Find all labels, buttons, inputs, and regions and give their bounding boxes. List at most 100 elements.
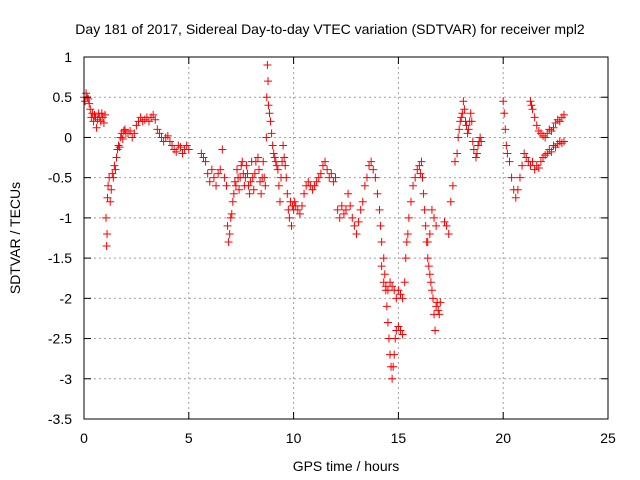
data-point: [104, 181, 113, 190]
data-point: [267, 129, 276, 138]
data-point: [547, 147, 556, 156]
x-tick-label: 5: [185, 430, 193, 446]
data-point: [230, 177, 239, 186]
data-point: [511, 193, 520, 202]
data-point: [404, 213, 413, 222]
data-point: [184, 145, 193, 154]
data-point: [114, 141, 123, 150]
data-point: [310, 181, 319, 190]
data-point: [272, 161, 281, 170]
data-point: [278, 157, 287, 166]
data-point: [323, 165, 332, 174]
data-point: [249, 185, 258, 194]
data-point: [248, 173, 257, 182]
data-point: [358, 197, 367, 206]
data-point: [335, 213, 344, 222]
data-point: [116, 133, 125, 142]
data-point: [350, 221, 359, 230]
data-point: [112, 153, 121, 162]
data-point: [227, 209, 236, 218]
data-point: [266, 117, 275, 126]
data-point: [434, 306, 443, 315]
data-point: [256, 177, 265, 186]
data-point: [409, 181, 418, 190]
data-point: [352, 229, 361, 238]
data-point: [543, 149, 552, 158]
data-point: [356, 205, 365, 214]
data-point: [464, 125, 473, 134]
data-point: [263, 61, 272, 70]
data-point: [268, 141, 277, 150]
x-tick-label: 20: [495, 430, 511, 446]
data-point: [501, 125, 510, 134]
data-point: [396, 290, 405, 299]
data-point: [111, 165, 120, 174]
data-point: [226, 213, 235, 222]
data-point: [128, 133, 137, 142]
data-point: [222, 181, 231, 190]
data-point: [474, 141, 483, 150]
data-point: [375, 205, 384, 214]
data-point: [477, 137, 486, 146]
data-point: [205, 177, 214, 186]
data-point: [559, 137, 568, 146]
axes: 0 5 10 15 20 25 1 0.5 0 -0.5 -1 -1.5 -2 -2.5 -3 -3.5: [48, 49, 616, 446]
data-point: [388, 282, 397, 291]
data-point: [473, 149, 481, 158]
data-point: [442, 221, 451, 230]
data-point: [329, 177, 338, 186]
data-point: [251, 157, 260, 166]
data-point: [463, 129, 472, 138]
data-point: [273, 165, 282, 174]
data-point: [518, 161, 527, 170]
data-point: [223, 221, 232, 230]
data-point: [287, 221, 296, 230]
data-point: [435, 310, 444, 319]
data-point: [365, 161, 374, 170]
data-point: [203, 169, 212, 178]
data-point: [391, 334, 400, 343]
data-point: [425, 270, 434, 279]
data-point: [84, 94, 93, 103]
y-axis-label: SDTVAR / TECUs: [7, 182, 23, 294]
data-point: [503, 149, 512, 158]
data-point: [432, 302, 441, 311]
data-point: [118, 135, 127, 144]
plot-frame: [83, 56, 609, 420]
data-point: [339, 209, 348, 218]
data-point: [174, 141, 183, 150]
data-point: [279, 141, 288, 150]
data-point: [505, 157, 514, 166]
data-point: [377, 262, 386, 271]
data-point: [110, 161, 119, 170]
y-tick-label: 1: [64, 49, 72, 65]
data-point: [369, 165, 378, 174]
data-point: [316, 169, 325, 178]
data-point: [457, 113, 466, 122]
y-tick-label: 0.5: [53, 89, 73, 105]
data-point: [427, 205, 436, 214]
data-point: [406, 197, 415, 206]
data-point: [242, 161, 251, 170]
data-point: [553, 115, 562, 124]
data-point: [454, 133, 463, 142]
data-point: [107, 185, 116, 194]
data-point: [331, 173, 340, 182]
x-tick-label: 0: [80, 430, 88, 446]
data-point: [290, 197, 299, 206]
data-point: [126, 127, 135, 136]
data-point: [115, 143, 124, 152]
data-point: [304, 177, 313, 186]
data-point: [382, 302, 391, 311]
data-point: [476, 133, 485, 142]
data-point: [308, 185, 317, 194]
data-point: [380, 270, 389, 279]
data-point: [389, 362, 398, 371]
data-point: [559, 110, 568, 119]
data-point: [513, 185, 522, 194]
data-point: [281, 161, 290, 170]
data-point: [398, 330, 407, 339]
data-point: [360, 181, 369, 190]
data-point: [541, 151, 550, 160]
y-tick-label: 0: [64, 129, 72, 145]
